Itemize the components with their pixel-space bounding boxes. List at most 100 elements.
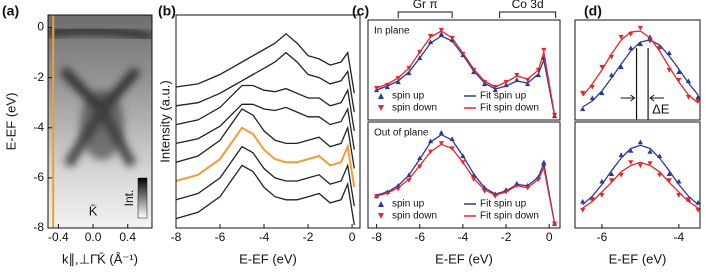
bracket-label: Gr π — [413, 0, 438, 11]
data-line — [582, 39, 699, 108]
data-point — [438, 141, 444, 146]
data-line — [376, 35, 556, 117]
data-line — [175, 103, 355, 150]
legend-label: Fit spin up — [480, 199, 527, 210]
data-point — [514, 72, 520, 78]
data-line — [175, 84, 355, 132]
subplot: ΔE (d) — [574, 3, 701, 121]
legend-label: spin down — [392, 211, 437, 222]
data-point — [695, 207, 701, 213]
data-point — [676, 193, 682, 198]
x-tick-label: 0 — [349, 230, 356, 244]
data-point — [580, 90, 586, 96]
data-point — [541, 47, 547, 53]
data-point — [406, 178, 412, 183]
data-point — [676, 69, 682, 75]
data-point — [618, 152, 624, 157]
data-line — [175, 51, 355, 113]
axes-frame — [47, 14, 153, 229]
data-point — [647, 149, 653, 154]
data-point — [438, 130, 444, 135]
data-point — [417, 164, 423, 170]
subplot: Int. K̄ -0.4 0.0 0.4 0 -2 -4 -6 -8 k∥,⊥Γ̄K̄ (Å⁻¹) E… — [2, 3, 153, 266]
legend-label: Fit spin down — [480, 103, 539, 114]
x-tick-label: -2 — [501, 230, 512, 244]
data-point — [618, 34, 624, 40]
x-tick-label: -6 — [215, 230, 226, 244]
x-tick-label: -6 — [414, 230, 425, 244]
x-tick-label: -6 — [597, 230, 608, 244]
data-point — [685, 197, 692, 202]
y-tick-label: 0 — [37, 20, 44, 34]
data-point — [417, 155, 423, 161]
axes-frame — [175, 14, 361, 229]
data-point — [637, 41, 643, 47]
data-point — [647, 34, 653, 40]
data-point — [471, 177, 477, 182]
data-point — [599, 193, 605, 198]
data-point — [666, 178, 672, 183]
y-tick-label: -8 — [33, 220, 44, 234]
data-point — [552, 221, 558, 227]
axes-frame — [574, 121, 701, 229]
axes-frame — [574, 19, 701, 121]
data-point — [589, 197, 595, 202]
annotation: Out of plane — [374, 128, 429, 139]
legend-label: spin up — [392, 199, 425, 210]
x-tick-label: -8 — [371, 230, 382, 244]
data-point — [637, 163, 643, 169]
data-line — [582, 30, 699, 104]
data-line — [376, 133, 556, 224]
annotation: In plane — [374, 26, 410, 37]
data-point — [525, 81, 531, 87]
y-tick-label: -4 — [33, 120, 44, 134]
data-point — [492, 87, 498, 93]
legend-label: spin down — [392, 103, 437, 114]
data-point — [427, 33, 434, 39]
data-point — [618, 64, 624, 70]
colorbar-label: Int. — [122, 190, 136, 207]
data-line — [582, 161, 699, 209]
x-tick-label: -8 — [171, 230, 182, 244]
x-axis-label: E-EF (eV) — [239, 251, 297, 266]
data-line — [376, 30, 556, 116]
data-point — [599, 64, 605, 70]
legend-marker — [378, 93, 384, 99]
bracket — [397, 11, 453, 18]
x-tick-label: 0.4 — [119, 230, 136, 244]
data-point — [599, 90, 605, 96]
x-axis-label: E-EF (eV) — [609, 251, 667, 266]
data-line — [175, 145, 355, 207]
legend-label: spin up — [392, 91, 425, 102]
legend-label: Fit spin down — [480, 211, 539, 222]
x-tick-label: -2 — [303, 230, 314, 244]
legend-marker — [378, 201, 384, 207]
y-axis-label: Intensity (a.u.) — [157, 80, 172, 162]
annotation: K̄ — [89, 203, 98, 218]
data-line — [175, 126, 356, 188]
data-point — [628, 45, 634, 51]
x-tick-label: 0.0 — [85, 230, 102, 244]
legend-label: Fit spin up — [480, 91, 527, 102]
data-line — [175, 32, 355, 94]
axes-frame — [367, 121, 561, 229]
data-point — [580, 106, 586, 112]
data-point — [695, 98, 701, 104]
data-line — [175, 108, 355, 169]
x-axis-label: E-EF (eV) — [435, 251, 493, 266]
x-tick-label: 0 — [546, 230, 553, 244]
data-line — [582, 144, 699, 206]
bracket — [499, 11, 557, 18]
delta-label: ΔE — [652, 101, 670, 116]
data-point — [608, 178, 615, 183]
data-line — [175, 164, 355, 226]
data-point — [580, 207, 586, 213]
arpes-image — [48, 15, 152, 228]
data-point — [637, 139, 643, 145]
axes-frame — [367, 19, 561, 121]
panel-label: (c) — [352, 3, 369, 19]
panel-label: (a) — [2, 3, 19, 19]
y-tick-label: -2 — [33, 70, 44, 84]
